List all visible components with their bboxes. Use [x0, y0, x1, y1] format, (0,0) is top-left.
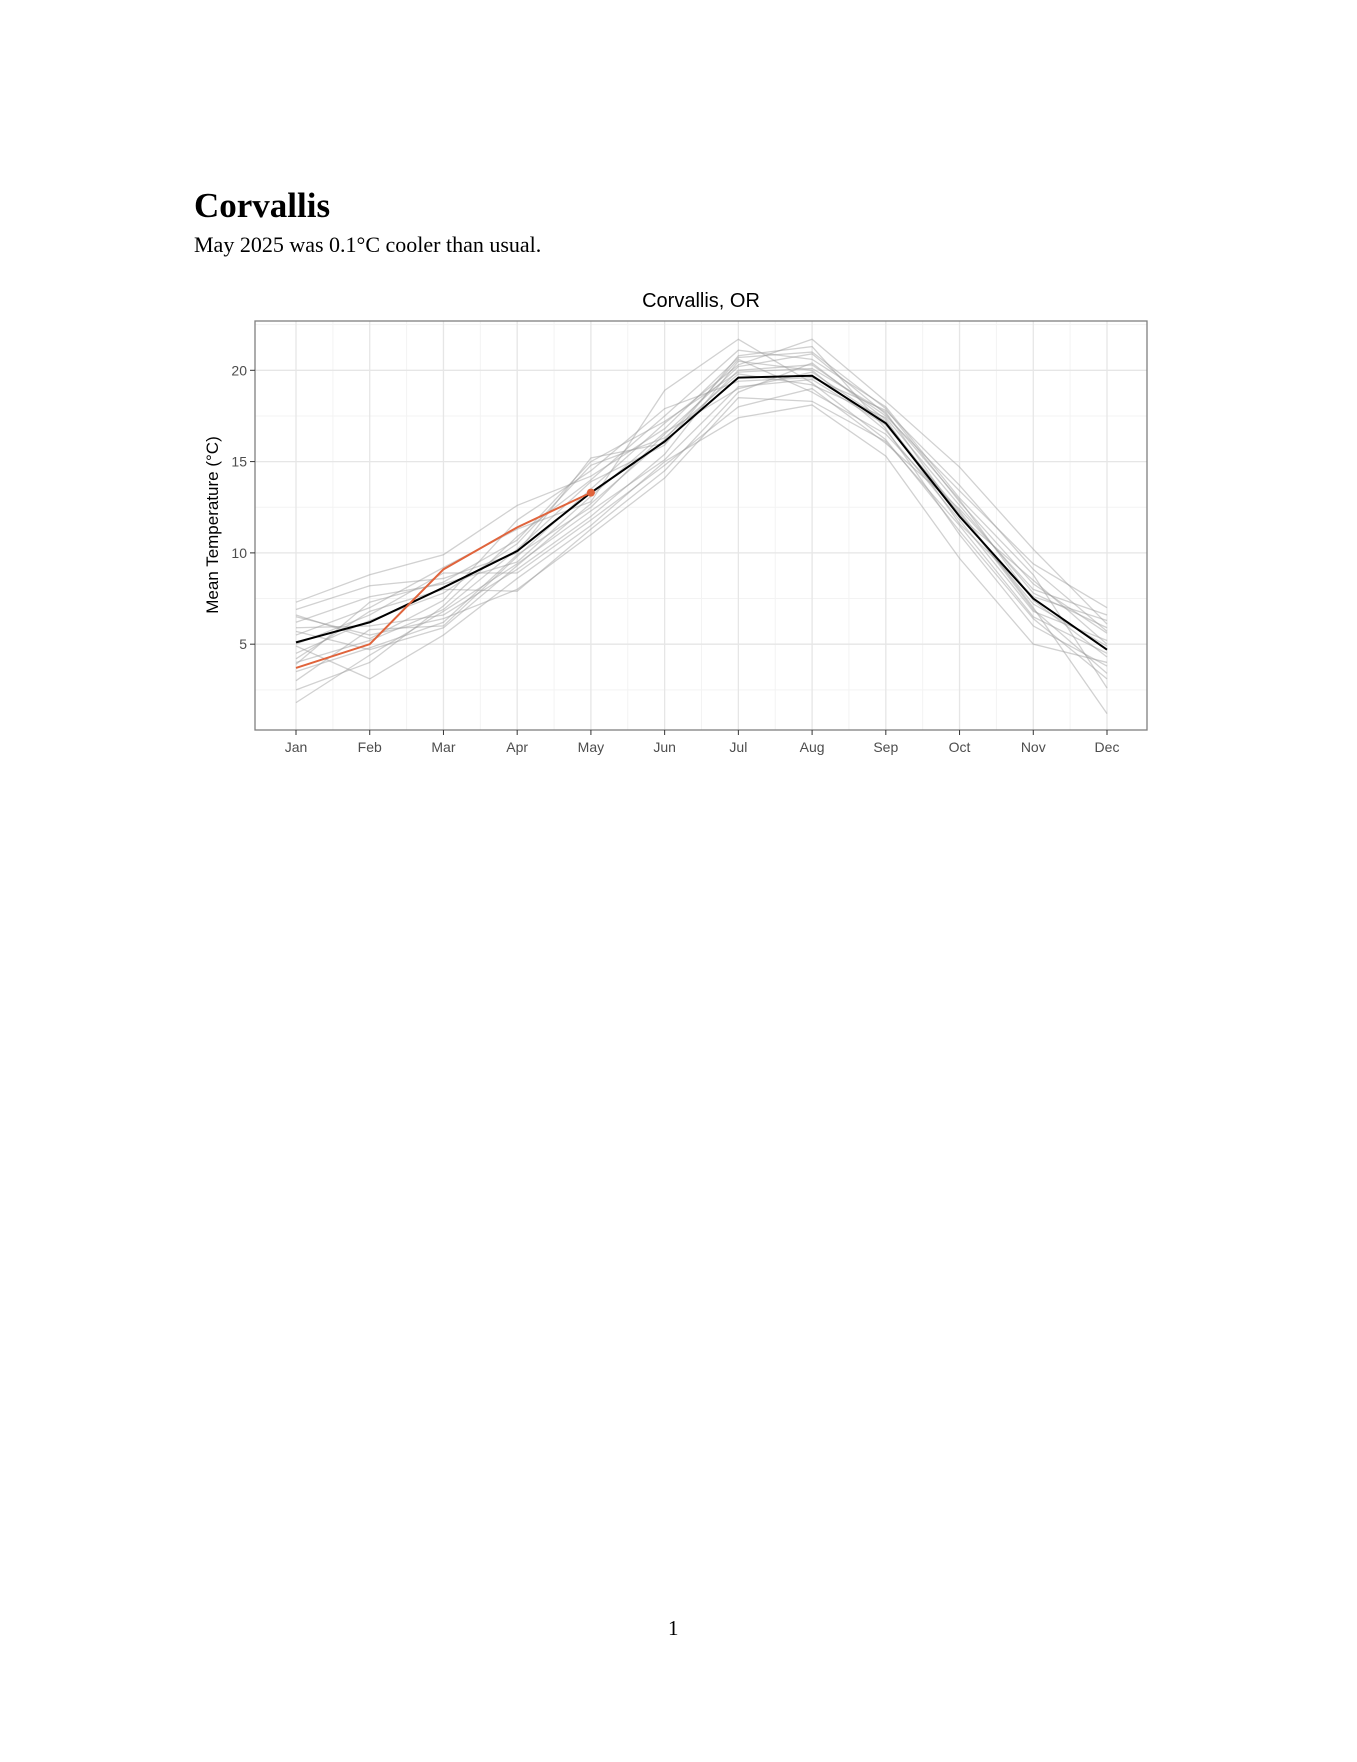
historical-year-line — [295, 373, 1108, 654]
x-tick-label: Oct — [949, 739, 971, 755]
x-tick-label: Dec — [1095, 739, 1120, 755]
historical-year-line — [295, 351, 1108, 634]
page-subtitle: May 2025 was 0.1°C cooler than usual. — [194, 232, 542, 257]
historical-year-line — [295, 367, 1108, 665]
mean-line — [295, 374, 1108, 651]
historical-year-line — [295, 387, 1108, 645]
x-tick-label: Nov — [1021, 739, 1046, 755]
x-tick-label: Aug — [800, 739, 825, 755]
page-number: 1 — [668, 1616, 679, 1640]
historical-year-line — [295, 364, 1108, 611]
historical-year-line — [295, 378, 1108, 714]
x-tick-label: Jul — [729, 739, 747, 755]
historical-year-line — [295, 338, 1108, 682]
historical-year-line — [295, 338, 1108, 680]
plot-panel-border — [254, 320, 1148, 731]
x-tick-label: Jun — [653, 739, 676, 755]
page-heading: Corvallis — [194, 186, 331, 225]
historical-year-line — [295, 353, 1108, 673]
y-tick-label: 20 — [231, 362, 247, 378]
x-tick-label: Feb — [358, 739, 382, 755]
y-tick-label: 15 — [231, 454, 247, 470]
current-month-point — [586, 488, 595, 497]
historical-year-line — [295, 397, 1108, 654]
temperature-chart: Corvallis, OR Mean Temperature (°C) Jan F… — [203, 290, 1148, 755]
historical-year-line — [295, 376, 1108, 640]
y-axis-label: Mean Temperature (°C) — [203, 436, 222, 614]
historical-year-line — [295, 349, 1108, 691]
x-tick-label: Apr — [506, 739, 528, 755]
chart-title: Corvallis, OR — [642, 290, 760, 312]
current-year-line — [295, 491, 592, 669]
y-tick-label: 5 — [239, 636, 247, 652]
x-tick-label: Mar — [431, 739, 455, 755]
x-tick-label: Sep — [873, 739, 898, 755]
historical-year-line — [295, 360, 1108, 642]
x-tick-label: May — [578, 739, 604, 755]
x-tick-label: Jan — [285, 739, 308, 755]
y-tick-label: 10 — [231, 545, 247, 561]
historical-year-line — [295, 404, 1108, 680]
historical-year-line — [295, 345, 1108, 667]
